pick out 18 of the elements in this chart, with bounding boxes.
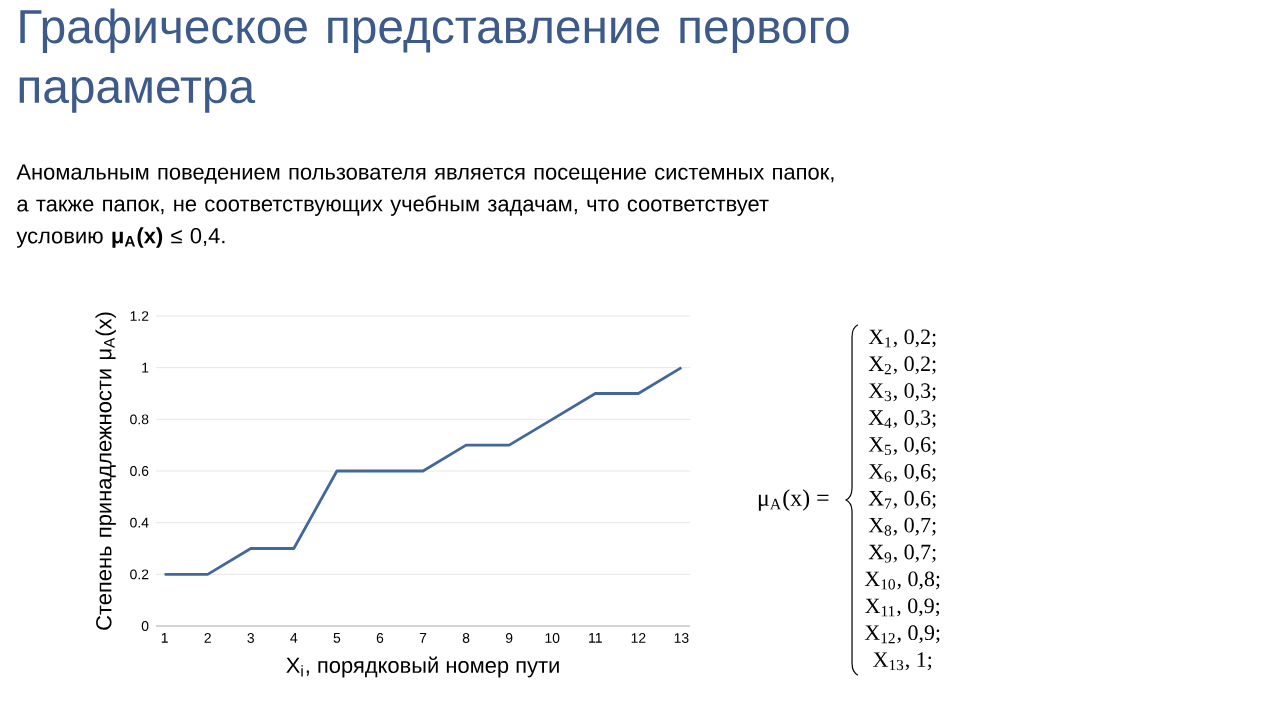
text: X$_{12}$, 0,9; — [864, 625, 940, 644]
text: X$_{9}$, 0,7; — [868, 544, 936, 563]
text: X$_{3}$, 0,3; — [868, 383, 936, 402]
text: X$_{13}$, 1; — [873, 652, 932, 671]
x-axis-title: X$_{i}$, порядковый номер пути — [286, 656, 559, 678]
text: X$_{8}$, 0,7; — [868, 517, 936, 536]
text: μ$_{A}$(x) = — [758, 489, 829, 511]
text: X$_{2}$, 0,2; — [868, 356, 936, 375]
text: X$_{6}$, 0,6; — [868, 463, 936, 482]
text: X$_{7}$, 0,6; — [868, 490, 936, 509]
y-axis-title: Степень принадлежности μ$_{A}$(x) — [95, 312, 116, 630]
text: X$_{10}$, 0,8; — [864, 571, 940, 590]
chart-title: Графическое представление первого параметра — [19, 8, 849, 113]
text: X$_{5}$, 0,6; — [868, 437, 936, 456]
text: X$_{1}$, 0,2; — [868, 329, 936, 348]
text: X$_{4}$, 0,3; — [868, 410, 936, 429]
text: X$_{11}$, 0,9; — [865, 598, 940, 617]
text: Аномальным поведением пользователя является посещение системных папок, а также папок, не соответствующих учебным задачам, что соответствует условию μ$_{A}$(x) ≤ 0,4. — [16, 164, 834, 248]
